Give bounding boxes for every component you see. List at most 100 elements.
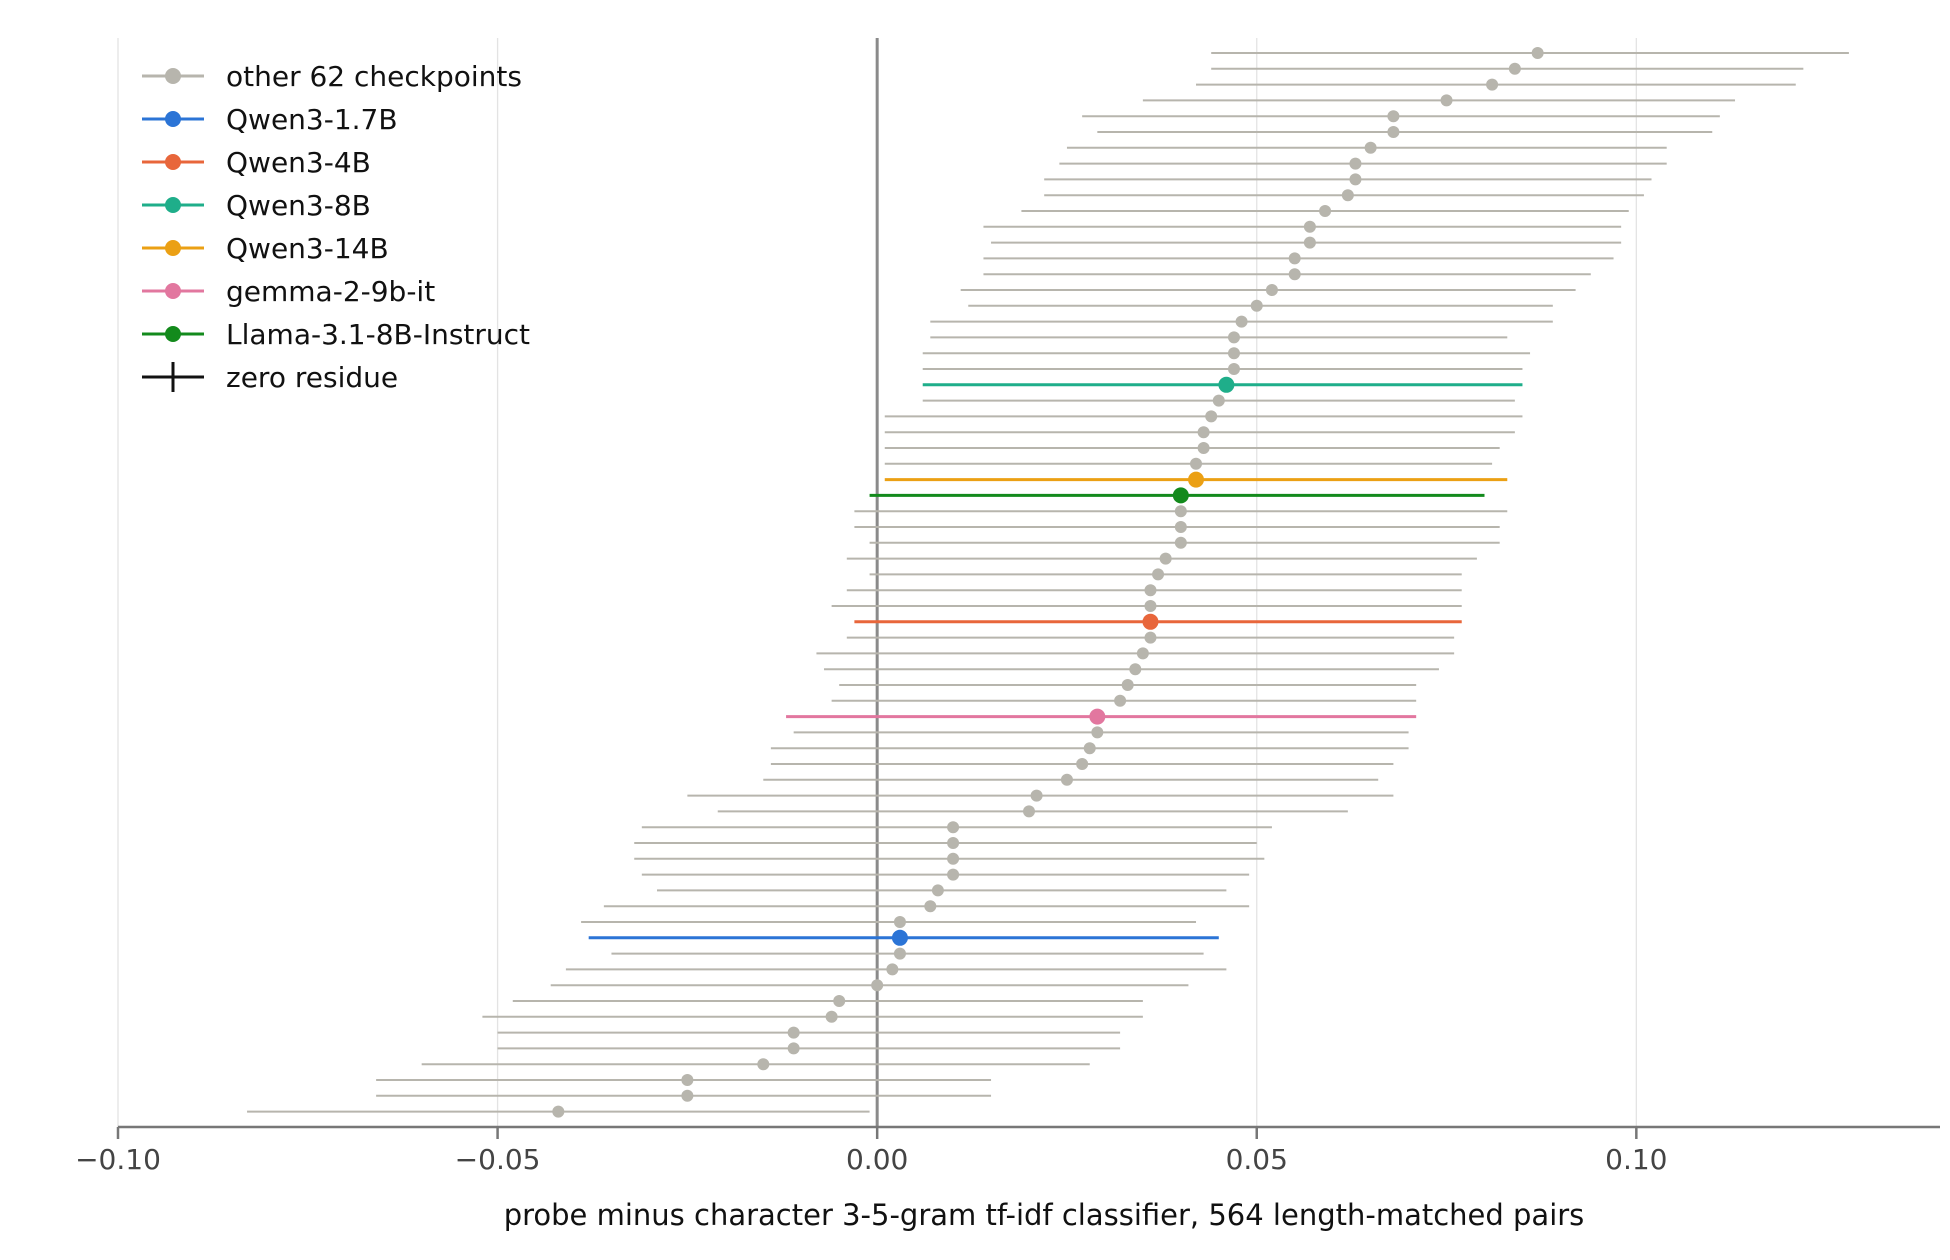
point-42: [1089, 708, 1106, 725]
point-22: [1212, 394, 1225, 407]
point-50: [947, 837, 960, 849]
point-27: [1188, 471, 1205, 488]
legend-marker-3: [165, 197, 181, 213]
point-64: [757, 1058, 770, 1071]
point-35: [1144, 600, 1157, 612]
point-51: [947, 852, 960, 865]
point-39: [1129, 663, 1142, 676]
point-20: [1227, 363, 1240, 375]
point-43: [1091, 726, 1104, 739]
point-16: [1250, 299, 1263, 312]
point-31: [1174, 536, 1187, 549]
legend-marker-5: [165, 283, 181, 299]
point-2: [1486, 78, 1499, 91]
point-5: [1387, 126, 1400, 138]
point-14: [1288, 268, 1301, 281]
point-12: [1303, 236, 1316, 249]
point-19: [1227, 347, 1240, 360]
point-47: [1030, 789, 1043, 802]
point-53: [931, 884, 944, 897]
point-63: [787, 1042, 800, 1055]
x-tick-label-0: −0.10: [75, 1143, 161, 1176]
legend-marker-0: [165, 68, 181, 84]
point-28: [1172, 487, 1189, 504]
point-10: [1319, 205, 1332, 217]
point-61: [825, 1010, 838, 1023]
point-45: [1076, 758, 1089, 770]
point-65: [681, 1074, 694, 1086]
point-66: [681, 1089, 694, 1102]
legend: other 62 checkpoints Qwen3-1.7B Qwen3-4B Qw…: [142, 60, 530, 394]
point-49: [947, 821, 960, 834]
point-60: [833, 995, 846, 1007]
legend-item-2: Qwen3-4B: [142, 146, 371, 179]
legend-item-0: other 62 checkpoints: [142, 60, 522, 93]
point-57: [893, 947, 906, 960]
point-56: [891, 929, 908, 946]
legend-marker-2: [165, 154, 181, 170]
grid-lines: [117, 38, 1637, 1127]
legend-item-4: Qwen3-14B: [142, 232, 389, 265]
legend-marker-6: [165, 326, 181, 342]
legend-item-7: zero residue: [142, 361, 398, 394]
legend-item-1: Qwen3-1.7B: [142, 103, 398, 136]
legend-label-7: zero residue: [226, 361, 398, 394]
legend-label-5: gemma-2-9b-it: [226, 275, 435, 308]
point-1: [1508, 62, 1521, 75]
point-8: [1349, 173, 1362, 186]
point-30: [1174, 521, 1187, 533]
x-tick-label-3: 0.05: [1226, 1143, 1288, 1176]
point-9: [1341, 189, 1354, 202]
x-tick-label-2: 0.00: [846, 1143, 908, 1176]
point-7: [1349, 157, 1362, 170]
legend-item-5: gemma-2-9b-it: [142, 275, 435, 308]
point-4: [1387, 110, 1400, 123]
point-44: [1083, 742, 1096, 755]
point-34: [1144, 584, 1157, 597]
point-37: [1144, 631, 1157, 644]
point-3: [1440, 94, 1453, 107]
legend-item-3: Qwen3-8B: [142, 189, 371, 222]
point-38: [1136, 647, 1149, 660]
x-axis-label: probe minus character 3-5-gram tf-idf cl…: [504, 1198, 1585, 1232]
estimate-points: [552, 47, 1544, 1118]
point-23: [1205, 410, 1218, 423]
point-0: [1531, 47, 1544, 59]
point-52: [947, 868, 960, 881]
point-55: [893, 916, 906, 928]
point-36: [1142, 613, 1159, 630]
point-41: [1114, 694, 1127, 707]
point-33: [1152, 568, 1165, 581]
x-tick-label-1: −0.05: [455, 1143, 541, 1176]
legend-label-2: Qwen3-4B: [226, 146, 371, 179]
point-62: [787, 1026, 800, 1039]
legend-marker-1: [165, 111, 181, 127]
point-6: [1364, 141, 1377, 154]
point-24: [1197, 426, 1210, 439]
point-18: [1227, 331, 1240, 344]
point-13: [1288, 252, 1301, 265]
point-17: [1235, 315, 1248, 328]
x-axis: −0.10 −0.05 0.00 0.05 0.10: [75, 1125, 1940, 1176]
point-40: [1121, 679, 1134, 691]
legend-label-4: Qwen3-14B: [226, 232, 389, 265]
point-15: [1265, 284, 1278, 296]
legend-item-6: Llama-3.1-8B-Instruct: [142, 318, 530, 351]
point-58: [886, 963, 899, 976]
point-67: [552, 1105, 565, 1118]
point-26: [1190, 457, 1203, 470]
x-tick-label-4: 0.10: [1605, 1143, 1667, 1176]
legend-label-1: Qwen3-1.7B: [226, 103, 398, 136]
legend-label-6: Llama-3.1-8B-Instruct: [226, 318, 530, 351]
point-59: [871, 979, 884, 992]
point-48: [1023, 805, 1035, 818]
confidence-intervals: [247, 52, 1849, 1113]
point-21: [1218, 376, 1235, 393]
point-54: [924, 900, 937, 913]
point-25: [1197, 442, 1210, 454]
point-11: [1303, 220, 1316, 233]
legend-label-0: other 62 checkpoints: [226, 60, 522, 93]
legend-marker-4: [165, 240, 181, 256]
point-29: [1174, 505, 1187, 518]
